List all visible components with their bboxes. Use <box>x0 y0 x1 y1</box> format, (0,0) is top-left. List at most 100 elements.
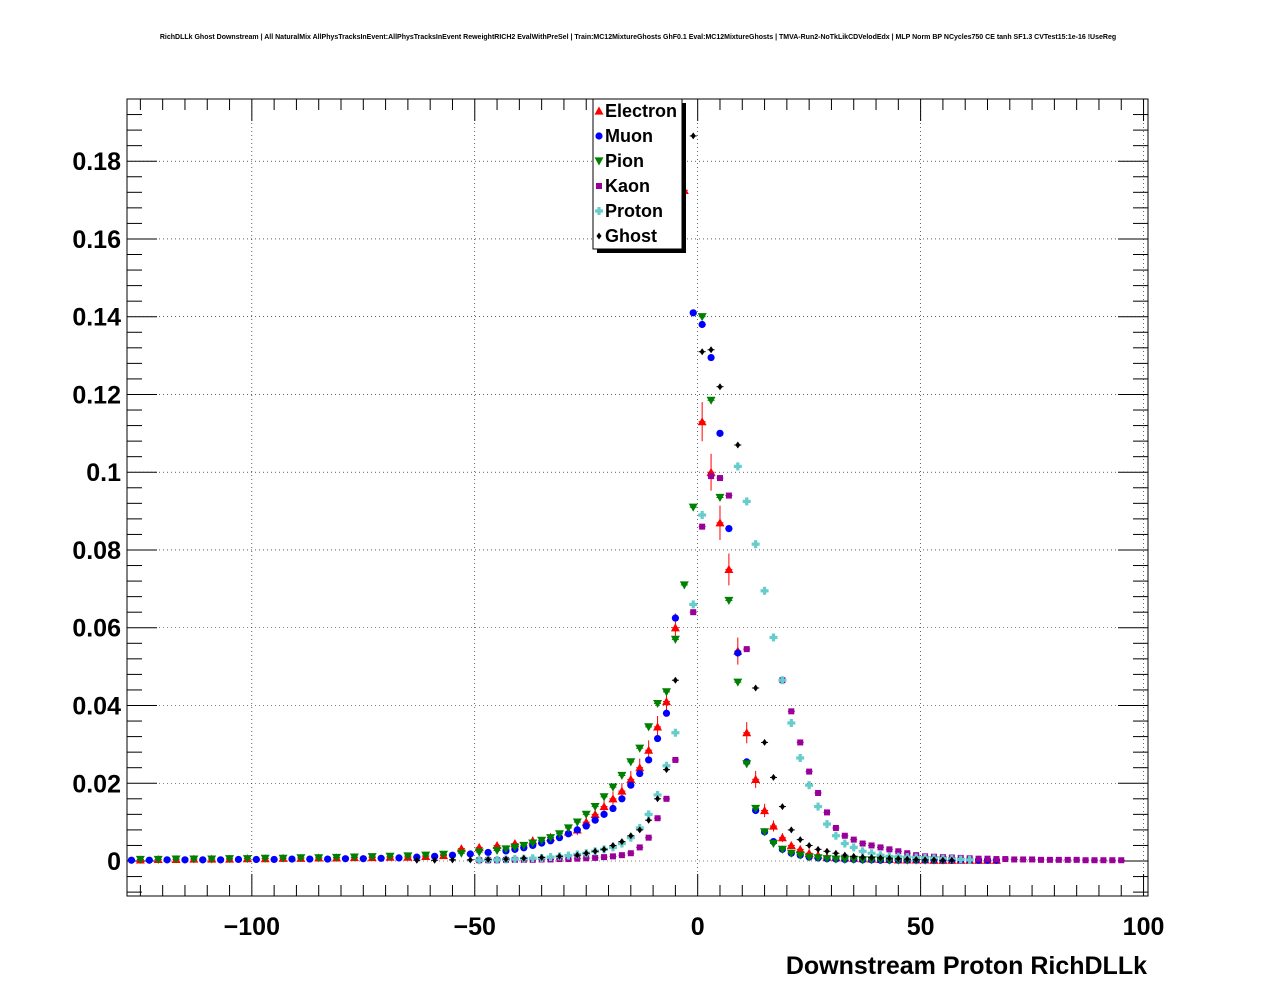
y-tick-label: 0.16 <box>72 226 121 254</box>
data-point <box>1037 856 1044 863</box>
data-point <box>849 843 858 852</box>
data-point <box>814 802 823 811</box>
data-point <box>698 320 706 329</box>
data-point <box>153 855 163 864</box>
axes-layer: −100 −50 0 50 100 0 0.02 0.04 0.06 0.08 0.1 0.12 0.1… <box>72 98 1165 941</box>
data-point <box>661 688 671 697</box>
marker-bar <box>834 831 838 840</box>
data-point <box>599 802 609 811</box>
data-point <box>769 633 778 642</box>
y-tick-label: 0.14 <box>72 304 121 332</box>
data-point <box>609 853 616 860</box>
marker-bar <box>968 855 972 864</box>
data-point <box>414 856 420 864</box>
marker-bar <box>754 540 758 549</box>
data-point <box>858 847 867 856</box>
data-point <box>135 855 145 864</box>
data-point <box>993 856 1000 863</box>
data-point <box>742 760 752 769</box>
data-point <box>475 856 484 865</box>
data-point <box>448 851 457 859</box>
data-point <box>554 830 564 839</box>
data-point <box>724 596 734 606</box>
data-point <box>868 842 875 849</box>
data-point <box>591 816 599 824</box>
data-point <box>813 854 823 863</box>
data-point <box>815 789 822 796</box>
data-point <box>822 820 831 829</box>
marker-bar <box>477 856 481 865</box>
data-point <box>956 855 965 864</box>
data-point <box>252 855 260 864</box>
data-point <box>796 753 805 762</box>
data-point <box>1064 856 1071 863</box>
data-point <box>163 856 171 864</box>
data-point <box>439 850 449 859</box>
data-point <box>824 847 830 855</box>
data-point <box>484 848 492 857</box>
data-point <box>734 649 742 657</box>
y-tick-label: 0.02 <box>72 770 121 798</box>
legend-marker <box>594 106 604 115</box>
marker-bar <box>861 847 865 856</box>
data-point <box>367 853 377 862</box>
data-point <box>306 855 314 863</box>
data-point <box>697 313 707 322</box>
marker-bar <box>700 510 704 519</box>
marker-bar <box>959 855 963 864</box>
data-point <box>189 855 199 864</box>
marker-bar <box>762 586 767 595</box>
data-point <box>833 849 839 857</box>
data-point <box>805 781 814 790</box>
data-point <box>145 856 153 864</box>
data-point <box>601 854 608 861</box>
data-point <box>359 855 367 863</box>
data-point <box>697 417 707 426</box>
marker-bar <box>869 849 874 858</box>
data-point <box>474 848 484 857</box>
data-point <box>895 855 901 863</box>
data-point <box>733 678 743 687</box>
data-point <box>456 849 466 858</box>
data-point <box>654 815 661 822</box>
data-point <box>421 851 431 860</box>
data-point <box>724 564 734 574</box>
data-point <box>600 810 608 818</box>
data-point <box>768 839 778 849</box>
data-point <box>751 540 760 549</box>
data-point <box>895 848 902 855</box>
data-point <box>663 795 670 802</box>
legend-label: Electron <box>605 101 677 121</box>
data-point <box>867 849 876 858</box>
y-tick-label: 0.06 <box>72 615 121 643</box>
marker-bar <box>548 853 553 862</box>
data-point <box>670 623 680 632</box>
data-point <box>1073 856 1080 863</box>
data-point <box>904 855 910 863</box>
data-point <box>725 525 733 533</box>
marker-bar <box>798 753 802 762</box>
data-point <box>601 845 607 853</box>
x-tick-label: 100 <box>1123 913 1165 941</box>
legend-marker <box>596 183 602 189</box>
data-point <box>671 728 680 737</box>
data-point <box>572 818 582 827</box>
data-point <box>217 856 225 864</box>
y-tick-label: 0.04 <box>72 692 121 720</box>
data-point <box>466 850 474 858</box>
data-point <box>831 831 840 840</box>
data-point <box>922 856 928 864</box>
data-point <box>395 854 403 862</box>
data-point <box>822 855 832 864</box>
marker-bar <box>531 854 535 863</box>
data-point <box>493 855 502 864</box>
data-point <box>199 856 207 864</box>
data-point <box>840 839 849 848</box>
data-point <box>592 847 598 855</box>
data-point <box>628 832 634 840</box>
data-point <box>288 855 296 863</box>
data-point <box>403 852 413 861</box>
x-tick-label: 50 <box>907 913 935 941</box>
data-point <box>742 728 752 737</box>
